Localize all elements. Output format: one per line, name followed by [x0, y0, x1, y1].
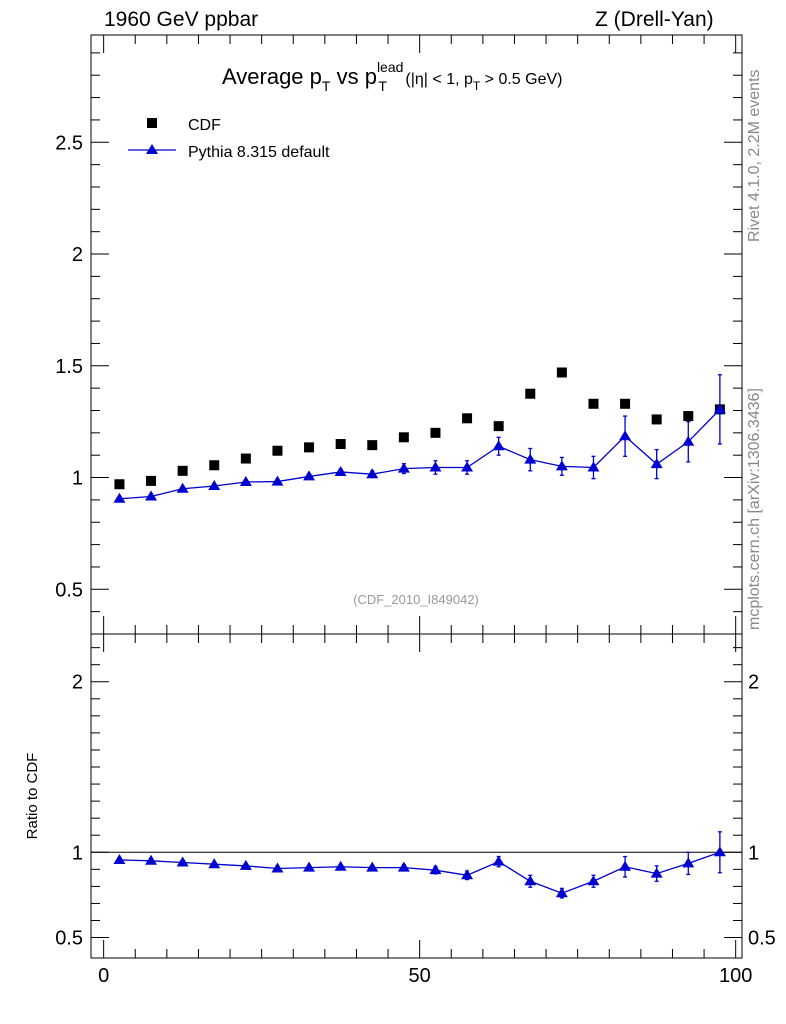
y-tick-label-ratio-right: 1: [748, 842, 759, 864]
cdf-point: [272, 445, 283, 456]
pythia-point: [429, 461, 442, 472]
cdf-point: [556, 367, 567, 378]
title-cuts-a: (|η| < 1, p: [401, 71, 473, 88]
ratio-point: [397, 861, 410, 872]
legend-pythia-marker: [146, 144, 158, 154]
ratio-point: [682, 857, 695, 868]
x-tick-label: 100: [719, 965, 752, 987]
pythia-point: [461, 461, 474, 472]
pythia-point: [524, 453, 537, 464]
cdf-point: [240, 453, 251, 464]
pythia-point: [303, 470, 316, 481]
ratio-point: [334, 860, 347, 871]
pythia-point: [271, 475, 284, 486]
cdf-point: [114, 479, 125, 490]
ratio-line: [119, 851, 721, 894]
y-tick-label-ratio: 2: [72, 672, 83, 694]
x-tick-label: 50: [409, 965, 431, 987]
ratio-ylabel: Ratio to CDF: [24, 753, 41, 840]
ratio-point: [429, 864, 442, 875]
ratio-point: [713, 846, 726, 857]
pythia-point: [113, 492, 126, 503]
cdf-point: [620, 398, 631, 409]
pythia-point: [334, 465, 347, 476]
y-tick-label-ratio: 0.5: [55, 928, 83, 950]
cdf-point: [683, 411, 694, 422]
ratio-point: [524, 875, 537, 886]
y-tick-label-top: 1.5: [55, 356, 83, 378]
ratio-point: [113, 853, 126, 864]
y-tick-label-top: 1: [72, 468, 83, 490]
title-sub-t: T: [322, 78, 331, 94]
cdf-point: [209, 460, 220, 471]
legend: CDF Pythia 8.315 default: [128, 117, 330, 161]
pythia-point: [619, 430, 632, 441]
legend-pythia-label: Pythia 8.315 default: [188, 144, 330, 161]
y-tick-label-top: 0.5: [55, 579, 83, 601]
pythia-point: [208, 480, 221, 491]
pythia-point: [239, 476, 252, 487]
ratio-point: [176, 856, 189, 867]
y-tick-label-ratio-right: 2: [748, 672, 759, 694]
side-label-rivet: Rivet 4.1.0, 2.2M events: [746, 69, 763, 242]
y-tick-label-top: 2: [72, 244, 83, 266]
cdf-point: [462, 413, 473, 424]
title-sub-t2: T: [378, 78, 387, 94]
pythia-line: [119, 408, 721, 500]
ratio-point: [145, 854, 158, 865]
ratio-point: [555, 887, 568, 898]
cdf-point: [146, 475, 157, 486]
pythia-point: [492, 440, 505, 451]
title-cuts-b: > 0.5 GeV): [480, 71, 562, 88]
ratio-point: [619, 860, 632, 871]
cdf-point: [588, 398, 599, 409]
cdf-point: [493, 421, 504, 432]
ratio-point: [239, 859, 252, 870]
cdf-point: [430, 427, 441, 438]
y-tick-label-top: 2.5: [55, 132, 83, 154]
pythia-point: [682, 435, 695, 446]
ratio-point: [587, 875, 600, 886]
ratio-panel-frame: [90, 633, 743, 959]
title-sup-lead: lead: [377, 59, 403, 75]
cdf-point: [335, 439, 346, 450]
pythia-point: [366, 468, 379, 479]
cdf-point: [177, 465, 188, 476]
title-cuts-sub: T: [473, 79, 481, 93]
title-main: Average p: [222, 64, 322, 89]
cdf-point: [304, 442, 315, 453]
header-right: Z (Drell-Yan): [595, 8, 714, 31]
legend-cdf-marker: [147, 118, 157, 128]
header-left: 1960 GeV ppbar: [104, 8, 259, 31]
y-tick-label-ratio: 1: [72, 842, 83, 864]
cdf-point: [525, 388, 536, 399]
cdf-point: [651, 414, 662, 425]
analysis-label: (CDF_2010_I849042): [353, 592, 479, 607]
pythia-point: [713, 403, 726, 414]
pythia-point: [176, 482, 189, 493]
y-tick-label-ratio-right: 0.5: [748, 928, 776, 950]
pythia-point: [397, 462, 410, 473]
x-tick-label: 0: [98, 965, 109, 987]
pythia-point: [650, 458, 663, 469]
pythia-point: [587, 461, 600, 472]
side-label-mcplots: mcplots.cern.ch [arXiv:1306.3436]: [746, 388, 763, 630]
cdf-point: [398, 432, 409, 443]
cdf-point: [367, 440, 378, 451]
ratio-point: [461, 869, 474, 880]
ratio-point: [650, 867, 663, 878]
ratio-point: [271, 862, 284, 873]
pythia-point: [555, 460, 568, 471]
ratio-point: [303, 861, 316, 872]
ratio-point: [492, 855, 505, 866]
legend-cdf-label: CDF: [188, 117, 221, 134]
ratio-point: [208, 858, 221, 869]
pythia-point: [145, 490, 158, 501]
title-vs: vs p: [330, 64, 376, 89]
ratio-point: [366, 861, 379, 872]
plot-title: Average pT vs plead T (|η| < 1, pT > 0.5 …: [222, 59, 562, 94]
